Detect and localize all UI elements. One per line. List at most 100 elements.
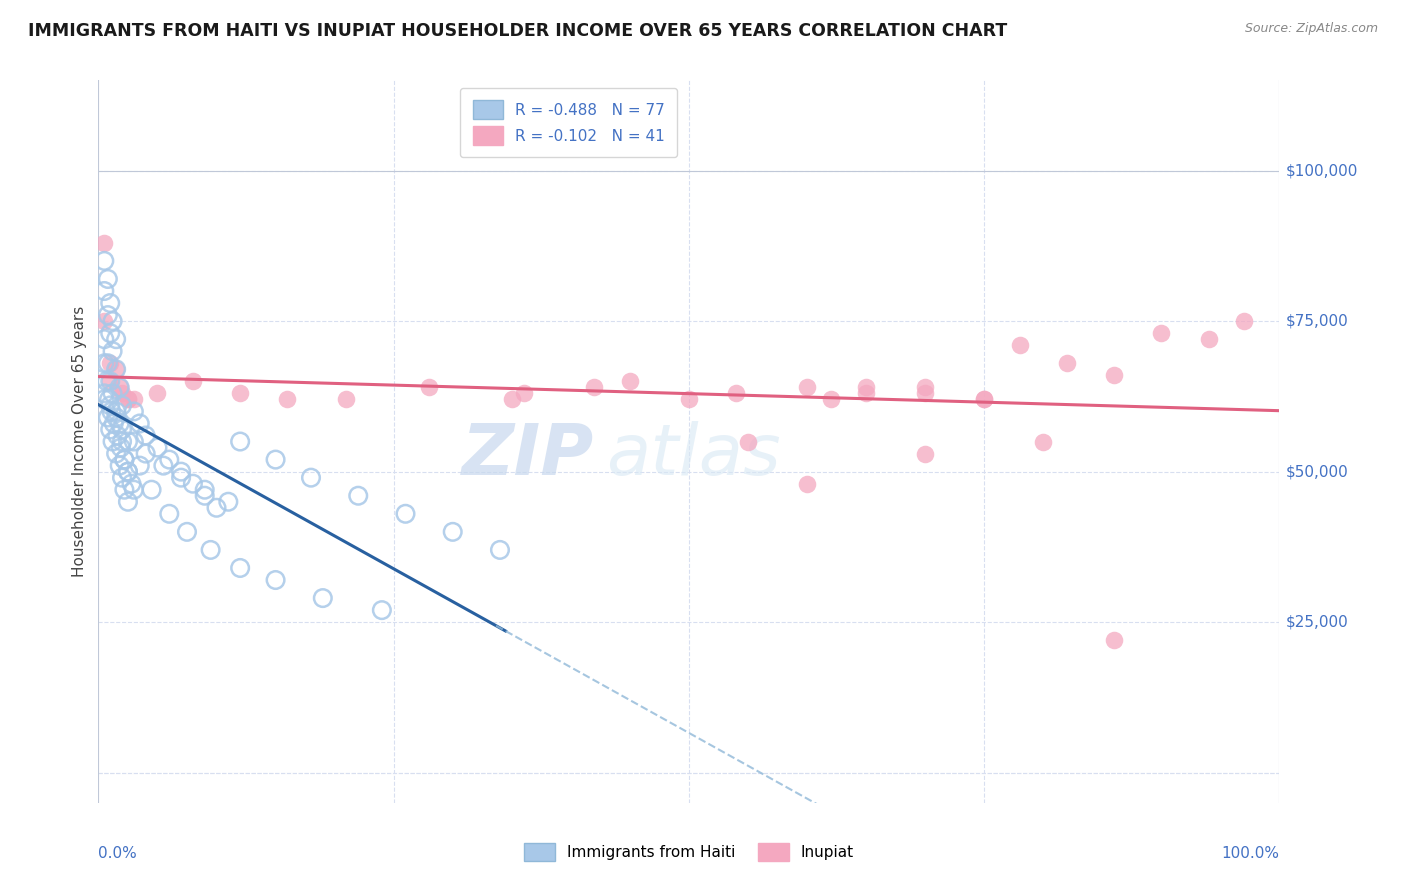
Point [112, 452, 135, 467]
Point [122, 404, 145, 418]
Point [820, 392, 842, 407]
Point [855, 380, 877, 394]
Point [583, 380, 606, 394]
Point [512, 386, 534, 401]
Point [335, 392, 357, 407]
Point [312, 591, 335, 606]
Point [229, 561, 252, 575]
Point [299, 470, 322, 484]
Point [200, 542, 222, 557]
Point [135, 446, 157, 460]
Point [111, 470, 134, 484]
Point [737, 434, 759, 449]
Point [93, 284, 115, 298]
Point [122, 434, 145, 449]
Text: 0.0%: 0.0% [98, 847, 138, 861]
Point [796, 476, 818, 491]
Point [93, 332, 115, 346]
Point [93, 356, 115, 370]
Point [678, 392, 700, 407]
Point [98, 374, 121, 388]
Point [105, 446, 128, 460]
Point [276, 392, 298, 407]
Point [98, 326, 121, 340]
Point [229, 434, 252, 449]
Point [101, 434, 124, 449]
Point [96, 374, 118, 388]
Point [93, 392, 115, 407]
Point [157, 507, 180, 521]
Point [725, 386, 748, 401]
Point [1102, 633, 1125, 648]
Point [98, 356, 121, 370]
Point [121, 476, 143, 491]
Point [128, 417, 150, 431]
Point [170, 470, 193, 484]
Point [914, 380, 936, 394]
Text: Source: ZipAtlas.com: Source: ZipAtlas.com [1244, 22, 1378, 36]
Point [117, 434, 139, 449]
Point [152, 458, 174, 473]
Point [111, 386, 134, 401]
Point [105, 332, 128, 346]
Point [418, 380, 440, 394]
Point [205, 500, 228, 515]
Point [117, 465, 139, 479]
Point [100, 404, 122, 418]
Point [194, 489, 217, 503]
Point [117, 494, 139, 508]
Point [146, 386, 169, 401]
Point [441, 524, 464, 539]
Point [98, 422, 121, 436]
Point [103, 417, 125, 431]
Point [181, 476, 204, 491]
Text: atlas: atlas [606, 422, 780, 491]
Point [122, 483, 145, 497]
Point [98, 296, 121, 310]
Point [135, 428, 157, 442]
Point [93, 253, 115, 268]
Point [264, 573, 287, 587]
Point [170, 465, 193, 479]
Point [914, 386, 936, 401]
Point [855, 386, 877, 401]
Point [101, 314, 124, 328]
Point [108, 417, 131, 431]
Point [394, 507, 416, 521]
Point [146, 441, 169, 455]
Point [176, 524, 198, 539]
Point [108, 458, 131, 473]
Point [1150, 326, 1173, 340]
Point [973, 392, 995, 407]
Point [108, 380, 131, 394]
Y-axis label: Householder Income Over 65 years: Householder Income Over 65 years [72, 306, 87, 577]
Text: 100.0%: 100.0% [1222, 847, 1279, 861]
Point [112, 483, 135, 497]
Text: $25,000: $25,000 [1285, 615, 1348, 630]
Point [914, 446, 936, 460]
Point [108, 380, 131, 394]
Point [97, 272, 120, 286]
Point [97, 356, 120, 370]
Point [489, 542, 512, 557]
Point [122, 392, 145, 407]
Point [194, 483, 217, 497]
Point [93, 235, 115, 250]
Point [105, 362, 128, 376]
Point [371, 603, 394, 617]
Point [111, 434, 134, 449]
Point [111, 398, 134, 412]
Point [1032, 434, 1054, 449]
Point [105, 362, 128, 376]
Point [105, 428, 128, 442]
Point [97, 308, 120, 322]
Point [105, 404, 128, 418]
Point [117, 392, 139, 407]
Point [117, 465, 139, 479]
Point [1233, 314, 1256, 328]
Text: $75,000: $75,000 [1285, 314, 1348, 328]
Point [93, 386, 115, 401]
Point [98, 374, 121, 388]
Point [93, 314, 115, 328]
Point [101, 386, 124, 401]
